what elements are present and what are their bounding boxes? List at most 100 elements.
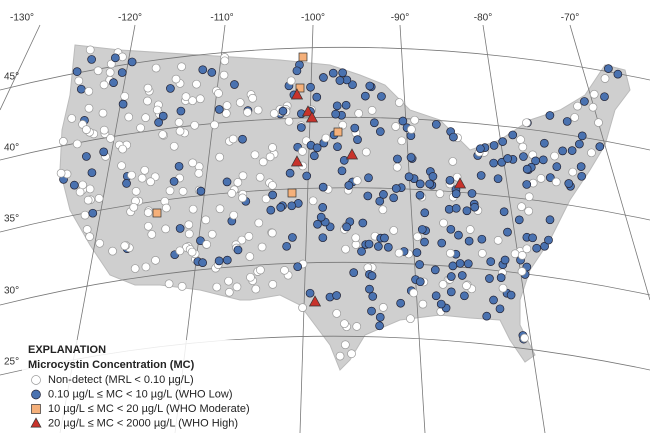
site-marker bbox=[451, 189, 461, 199]
longitude-label: -70° bbox=[561, 13, 579, 24]
site-marker bbox=[147, 230, 157, 239]
latitude-label: 45° bbox=[4, 72, 19, 83]
site-marker bbox=[202, 240, 212, 249]
site-marker bbox=[220, 56, 230, 66]
site-marker bbox=[98, 108, 108, 118]
site-marker bbox=[522, 180, 532, 189]
site-marker bbox=[333, 127, 343, 137]
site-marker bbox=[198, 258, 208, 268]
site-marker bbox=[514, 215, 524, 225]
meridian bbox=[399, 24, 426, 433]
site-marker bbox=[364, 173, 373, 183]
site-marker bbox=[301, 105, 315, 117]
site-marker bbox=[85, 184, 95, 194]
site-marker bbox=[93, 66, 103, 76]
site-marker bbox=[265, 152, 275, 162]
legend-subtitle: Microcystin Concentration (MC) bbox=[28, 359, 195, 371]
site-marker bbox=[545, 215, 555, 225]
site-marker bbox=[420, 237, 429, 247]
site-marker bbox=[140, 165, 150, 175]
site-marker bbox=[298, 52, 308, 62]
site-marker bbox=[345, 148, 359, 160]
site-marker bbox=[253, 105, 263, 115]
site-marker bbox=[143, 83, 153, 93]
site-marker bbox=[604, 64, 613, 73]
site-marker bbox=[577, 171, 587, 181]
site-marker bbox=[219, 70, 229, 80]
site-marker bbox=[522, 118, 531, 128]
site-marker bbox=[298, 147, 307, 156]
site-marker bbox=[165, 186, 175, 196]
site-marker bbox=[181, 92, 191, 102]
site-marker bbox=[58, 137, 68, 146]
legend-items: Non-detect (MRL < 0.10 µg/L) 0.10 µg/L ≤ … bbox=[30, 374, 250, 429]
site-marker bbox=[365, 284, 374, 294]
site-marker bbox=[201, 215, 211, 225]
site-marker bbox=[564, 179, 574, 188]
site-marker bbox=[106, 134, 115, 143]
site-marker bbox=[268, 143, 277, 152]
site-marker bbox=[69, 180, 79, 190]
site-marker bbox=[415, 190, 425, 200]
site-marker bbox=[498, 283, 508, 293]
site-marker bbox=[233, 178, 243, 187]
site-marker bbox=[158, 130, 168, 139]
site-marker bbox=[176, 106, 186, 116]
site-marker bbox=[207, 68, 217, 77]
site-marker bbox=[522, 164, 532, 174]
site-marker bbox=[341, 100, 351, 110]
site-marker bbox=[137, 173, 147, 183]
site-marker bbox=[338, 120, 348, 130]
site-marker bbox=[517, 202, 526, 212]
site-marker bbox=[319, 73, 328, 82]
site-marker bbox=[141, 113, 150, 122]
site-marker bbox=[309, 151, 319, 161]
site-marker bbox=[498, 137, 507, 146]
site-marker bbox=[207, 229, 217, 239]
legend-label: Non-detect (MRL < 0.10 µg/L) bbox=[48, 374, 194, 386]
site-marker bbox=[506, 290, 516, 300]
site-marker bbox=[455, 259, 465, 268]
meridian bbox=[299, 24, 314, 433]
site-marker bbox=[595, 142, 605, 151]
site-marker bbox=[379, 190, 388, 199]
site-marker bbox=[222, 255, 232, 265]
site-marker bbox=[360, 91, 370, 101]
site-marker bbox=[316, 212, 326, 222]
site-marker bbox=[339, 156, 349, 165]
site-marker bbox=[72, 139, 82, 149]
site-marker bbox=[82, 225, 92, 234]
site-marker bbox=[258, 157, 268, 167]
site-marker bbox=[257, 242, 267, 252]
site-marker bbox=[352, 322, 362, 331]
site-marker bbox=[76, 84, 86, 94]
site-marker bbox=[117, 68, 127, 77]
site-marker bbox=[161, 224, 171, 234]
site-marker bbox=[457, 271, 467, 280]
site-marker bbox=[351, 233, 361, 243]
site-marker bbox=[75, 187, 85, 197]
site-marker bbox=[152, 208, 162, 218]
site-marker bbox=[477, 249, 487, 258]
site-marker bbox=[143, 221, 153, 231]
site-marker bbox=[341, 340, 350, 350]
site-marker bbox=[276, 203, 286, 212]
site-marker bbox=[124, 112, 134, 122]
site-marker bbox=[333, 142, 342, 152]
site-marker bbox=[151, 63, 161, 73]
site-marker bbox=[268, 181, 277, 190]
site-marker bbox=[594, 118, 603, 127]
site-marker bbox=[528, 233, 537, 243]
site-marker bbox=[280, 265, 289, 275]
site-marker bbox=[174, 118, 184, 127]
site-marker bbox=[287, 188, 297, 198]
site-marker bbox=[577, 131, 587, 141]
site-marker bbox=[462, 281, 471, 290]
site-marker bbox=[269, 109, 279, 118]
site-marker bbox=[448, 261, 458, 271]
site-marker bbox=[214, 105, 224, 114]
longitude-label: -110° bbox=[210, 13, 233, 24]
site-marker bbox=[282, 241, 291, 251]
site-marker bbox=[412, 248, 422, 257]
longitude-label: -130° bbox=[10, 13, 34, 24]
